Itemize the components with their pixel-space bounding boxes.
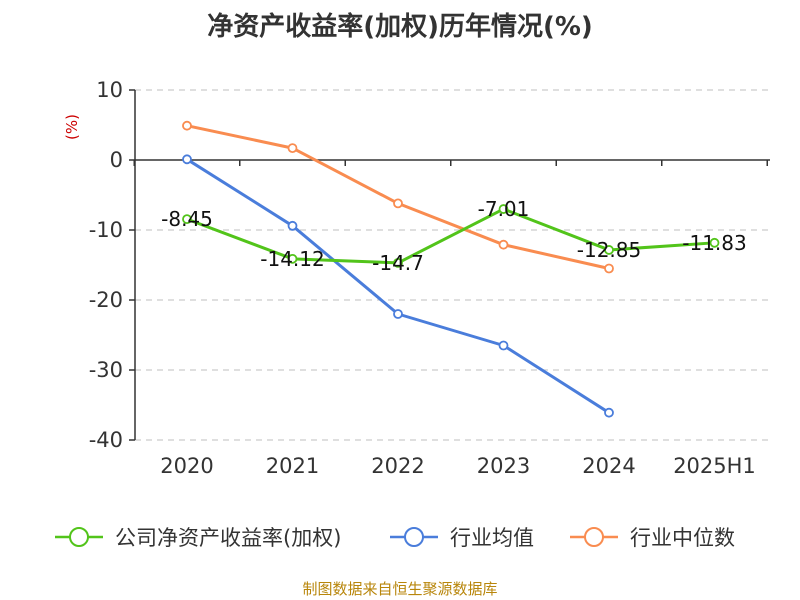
legend-label[interactable]: 公司净资产收益率(加权) <box>115 526 341 550</box>
data-point <box>287 253 298 264</box>
series-line-1 <box>186 158 610 414</box>
series-line-2 <box>186 124 610 270</box>
data-point <box>498 340 509 351</box>
legend-label[interactable]: 行业中位数 <box>630 526 735 550</box>
data-point <box>287 220 298 231</box>
legend-swatch-marker <box>584 527 604 547</box>
data-point <box>182 120 192 131</box>
chart-title: 净资产收益率(加权)历年情况(%) <box>207 12 593 42</box>
data-point <box>604 263 614 274</box>
data-point <box>393 257 403 268</box>
data-point <box>182 214 192 225</box>
y-axis-unit-label: (%) <box>63 114 81 140</box>
series-line-0 <box>186 207 715 265</box>
data-label: -14.7 <box>372 251 424 275</box>
y-tick-label: -10 <box>89 218 123 242</box>
x-category-label: 2022 <box>371 454 424 478</box>
legend-swatch-marker <box>404 527 424 547</box>
y-tick-label: 0 <box>110 148 123 172</box>
data-point <box>498 204 509 214</box>
data-label: -7.01 <box>478 197 530 221</box>
x-category-label: 2025H1 <box>673 454 756 478</box>
x-category-label: 2024 <box>582 454 635 478</box>
data-point <box>182 154 192 165</box>
data-source-note: 制图数据来自恒生聚源数据库 <box>302 580 498 598</box>
data-point <box>604 407 614 418</box>
data-point <box>604 245 614 255</box>
data-point <box>393 198 403 209</box>
data-label: -14.12 <box>260 247 324 271</box>
x-category-label: 2023 <box>477 454 530 478</box>
legend-swatch-marker <box>69 527 89 547</box>
data-label: -12.85 <box>577 238 641 262</box>
x-category-label: 2021 <box>266 454 319 478</box>
y-tick-label: -40 <box>89 428 123 452</box>
legend-label[interactable]: 行业均值 <box>450 526 534 550</box>
data-point <box>709 237 720 248</box>
data-label: -8.45 <box>161 207 213 231</box>
y-tick-label: -30 <box>89 358 123 382</box>
data-point <box>393 309 403 319</box>
y-tick-label: 10 <box>96 78 123 102</box>
data-label: -11.83 <box>682 231 746 255</box>
y-tick-label: -20 <box>89 288 123 312</box>
data-point <box>287 143 298 154</box>
data-point <box>498 239 509 250</box>
x-category-label: 2020 <box>160 454 213 478</box>
